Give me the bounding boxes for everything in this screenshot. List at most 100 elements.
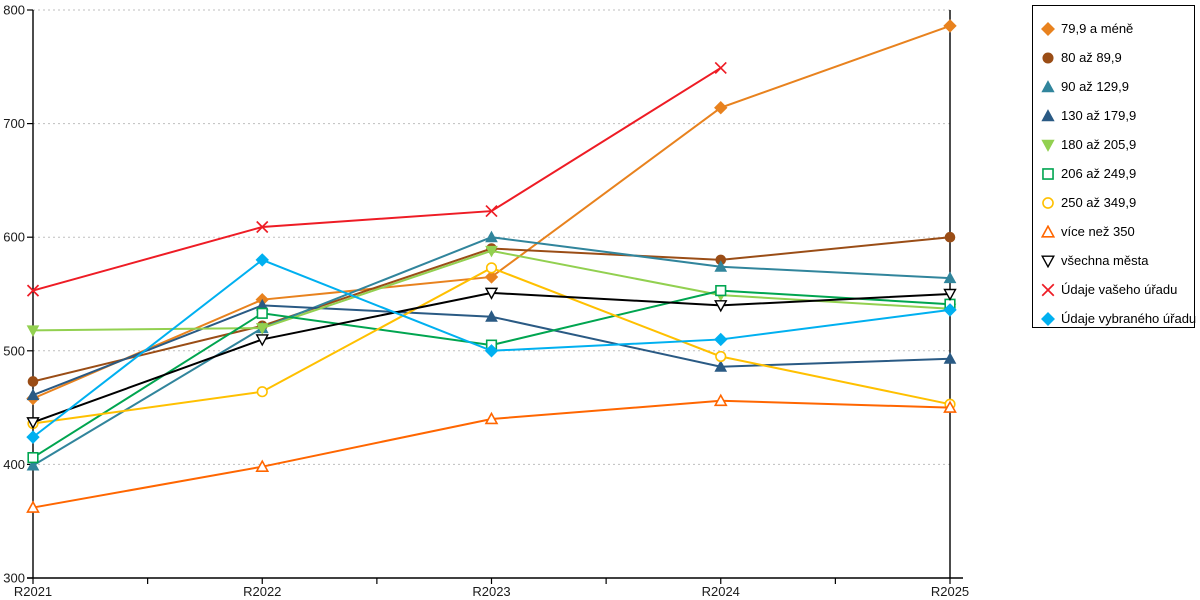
x-tick-label: R2022 xyxy=(243,584,281,599)
y-tick-label: 600 xyxy=(3,230,25,245)
y-tick-label: 300 xyxy=(3,571,25,586)
data-point-marker xyxy=(485,204,498,218)
data-point-marker xyxy=(715,284,727,297)
data-point-marker xyxy=(484,344,499,358)
data-point-marker xyxy=(26,284,40,297)
data-point-marker xyxy=(714,61,727,75)
data-point-marker xyxy=(26,417,40,430)
legend-item: Údaje vybraného úřadu xyxy=(1041,304,1196,333)
y-tick-label: 400 xyxy=(3,457,25,472)
data-point-marker xyxy=(943,352,957,364)
legend-item: 79,9 a méně xyxy=(1041,14,1188,43)
data-point-marker xyxy=(27,451,39,464)
legend-item: 130 až 179,9 xyxy=(1041,101,1188,130)
data-point-marker xyxy=(713,393,728,407)
data-point-marker xyxy=(714,300,728,313)
data-point-marker xyxy=(256,386,268,398)
data-point-marker xyxy=(255,253,269,267)
data-point-marker xyxy=(714,332,728,347)
data-point-marker xyxy=(255,334,269,347)
legend-label: Údaje vybraného úřadu xyxy=(1061,311,1197,326)
data-point-marker xyxy=(943,400,957,413)
data-point-marker xyxy=(714,360,728,372)
data-point-marker xyxy=(1041,21,1055,36)
legend-item: Údaje vašeho úřadu xyxy=(1041,275,1188,304)
data-point-marker xyxy=(1041,79,1055,92)
legend-item: 250 až 349,9 xyxy=(1041,188,1188,217)
data-point-marker xyxy=(26,430,40,444)
data-point-marker xyxy=(26,458,40,471)
data-point-marker xyxy=(1041,224,1055,238)
x-tick-label: R2021 xyxy=(14,584,52,599)
data-point-marker xyxy=(256,307,268,319)
data-point-marker xyxy=(944,231,956,243)
data-point-marker xyxy=(1041,255,1055,268)
legend-label: více než 350 xyxy=(1061,224,1135,239)
legend-marker-triangle-icon xyxy=(1041,224,1055,238)
legend-label: Údaje vašeho úřadu xyxy=(1061,282,1178,297)
data-point-marker xyxy=(1041,283,1055,296)
data-point-marker xyxy=(943,19,957,33)
data-point-marker xyxy=(26,500,40,513)
x-tick-label: R2024 xyxy=(702,584,740,599)
legend-marker-circle-icon xyxy=(1042,51,1054,64)
data-point-marker xyxy=(1042,196,1054,209)
legend-marker-triangle-icon xyxy=(1041,79,1055,92)
series-line xyxy=(32,67,722,292)
legend-item: všechna města xyxy=(1041,246,1188,275)
legend-marker-circle-icon xyxy=(1042,196,1054,209)
legend-marker-square-icon xyxy=(1042,167,1054,180)
legend-marker-x-icon xyxy=(1041,283,1055,296)
data-point-marker xyxy=(1041,108,1055,121)
data-point-marker xyxy=(715,350,727,363)
x-tick-label: R2023 xyxy=(472,584,510,599)
y-tick-label: 500 xyxy=(3,343,25,358)
data-point-marker xyxy=(485,230,498,243)
legend-item: 206 až 249,9 xyxy=(1041,159,1188,188)
data-point-marker xyxy=(1041,139,1055,152)
legend-label: 250 až 349,9 xyxy=(1061,195,1137,210)
legend-label: všechna města xyxy=(1061,253,1149,268)
data-point-marker xyxy=(1041,311,1055,326)
data-point-marker xyxy=(943,288,957,301)
data-point-marker xyxy=(485,245,498,258)
data-point-marker xyxy=(484,411,499,425)
legend-box: 79,9 a méně 80 až 89,9 90 až 129,9 130 a… xyxy=(1032,5,1196,328)
data-point-marker xyxy=(943,303,957,317)
legend-label: 80 až 89,9 xyxy=(1061,50,1122,65)
legend-marker-diamond-icon xyxy=(1041,311,1055,326)
legend-label: 130 až 179,9 xyxy=(1061,108,1137,123)
legend-marker-triangle-down-icon xyxy=(1041,139,1055,152)
data-point-marker xyxy=(27,376,39,387)
data-point-marker xyxy=(1042,51,1054,64)
data-point-marker xyxy=(485,262,498,274)
data-point-marker xyxy=(484,270,499,284)
legend-marker-diamond-icon xyxy=(1041,21,1055,36)
legend-item: 90 až 129,9 xyxy=(1041,72,1188,101)
legend-item: více než 350 xyxy=(1041,217,1188,246)
legend-label: 206 až 249,9 xyxy=(1061,166,1137,181)
data-point-marker xyxy=(943,271,957,284)
data-point-marker xyxy=(485,310,498,322)
data-point-marker xyxy=(255,459,270,472)
data-point-marker xyxy=(255,323,269,335)
data-point-marker xyxy=(714,100,728,115)
data-point-marker xyxy=(256,220,269,234)
legend-item: 80 až 89,9 xyxy=(1041,43,1188,72)
legend-marker-triangle-down-icon xyxy=(1041,255,1055,268)
data-point-marker xyxy=(1042,167,1054,180)
legend-item: 180 až 205,9 xyxy=(1041,130,1188,159)
data-point-marker xyxy=(484,287,499,300)
y-tick-label: 800 xyxy=(3,3,25,18)
data-point-marker xyxy=(714,260,728,272)
legend-label: 180 až 205,9 xyxy=(1061,137,1137,152)
legend-label: 90 až 129,9 xyxy=(1061,79,1129,94)
line-chart: 300 400 500 600 700 800 R2021 R2022 R2023 R2024 R2… xyxy=(3,3,969,600)
legend-label: 79,9 a méně xyxy=(1061,21,1134,36)
data-point-marker xyxy=(26,388,40,401)
x-tick-label: R2025 xyxy=(931,584,969,599)
legend-marker-triangle-icon xyxy=(1041,108,1055,121)
series-line xyxy=(32,236,951,383)
data-point-marker xyxy=(26,325,40,337)
